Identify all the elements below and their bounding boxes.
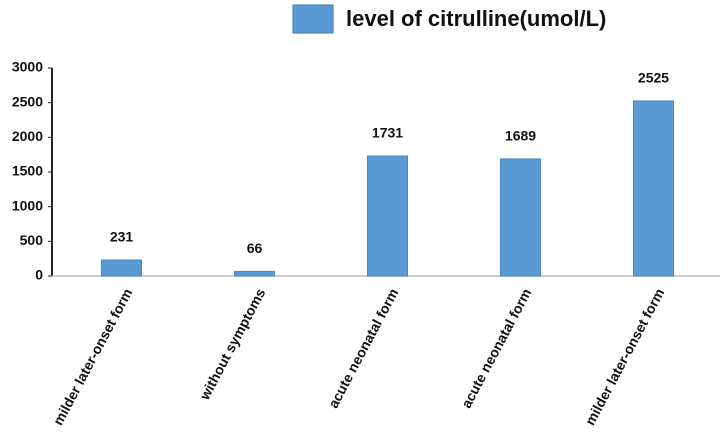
- bar: [101, 259, 142, 277]
- x-tick-label: milder later-onset form: [50, 286, 136, 428]
- data-label: 66: [247, 240, 263, 256]
- y-tick-label: 0: [35, 267, 43, 283]
- data-label: 1689: [505, 128, 536, 144]
- bar: [500, 158, 541, 277]
- data-label: 2525: [638, 70, 669, 86]
- bar: [633, 100, 674, 277]
- y-tick-label: 2000: [12, 128, 43, 144]
- data-label: 231: [110, 229, 134, 245]
- data-label: 1731: [372, 125, 403, 141]
- y-tick-label: 1500: [12, 163, 43, 179]
- x-tick-label: acute neonatal form: [458, 286, 535, 411]
- x-tick-label: milder later-onset form: [582, 286, 668, 428]
- y-tick-label: 2500: [12, 93, 43, 109]
- bar: [234, 270, 275, 277]
- y-tick-label: 1000: [12, 197, 43, 213]
- x-tick-label: acute neonatal form: [325, 286, 402, 411]
- y-tick-label: 500: [20, 232, 44, 248]
- x-tick-label: without symptoms: [196, 285, 269, 403]
- y-tick-label: 3000: [12, 59, 43, 75]
- bar: [367, 155, 408, 277]
- legend-label: level of citrulline(umol/L): [346, 6, 606, 31]
- legend-swatch: [292, 4, 334, 34]
